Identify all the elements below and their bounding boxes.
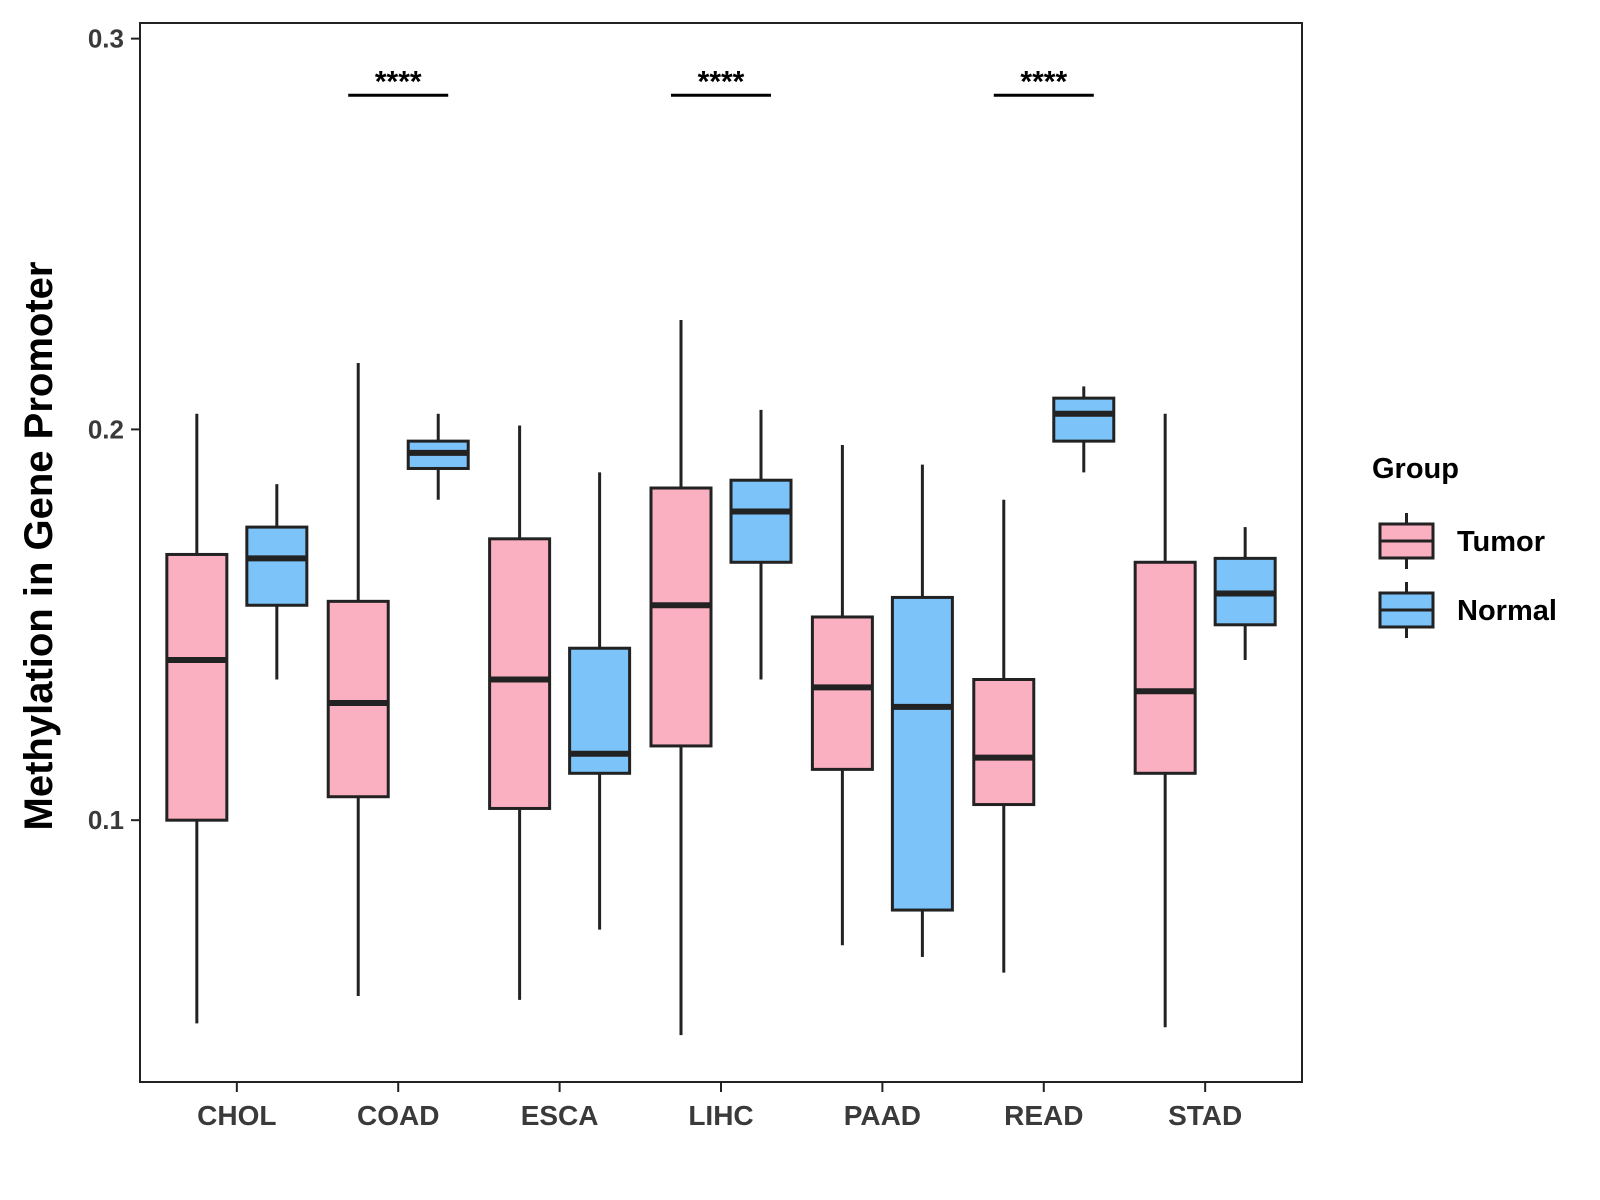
box-normal-chol xyxy=(245,484,309,680)
box-normal-stad xyxy=(1213,527,1277,660)
box-tumor-stad xyxy=(1133,413,1197,1028)
legend-label-tumor: Tumor xyxy=(1457,526,1545,558)
box-normal-paad xyxy=(890,464,954,957)
box-tumor-coad xyxy=(326,362,390,997)
iqr-box-tumor-read xyxy=(972,678,1036,807)
iqr-box-normal-chol xyxy=(245,525,309,607)
x-tick-label-stad: STAD xyxy=(1168,1100,1242,1131)
y-tick-label-0.2: 0.2 xyxy=(88,414,124,444)
legend: Group Tumor Normal xyxy=(1372,453,1557,638)
plot-area: 0.1 0.2 0.3 CHOL COAD ESCA LIHC PAAD READ STAD ***… xyxy=(88,22,1303,1131)
iqr-box-tumor-lihc xyxy=(649,486,713,748)
x-tick-label-lihc: LIHC xyxy=(688,1100,753,1131)
iqr-box-normal-paad xyxy=(890,595,954,912)
iqr-box-tumor-chol xyxy=(165,552,229,822)
box-normal-coad xyxy=(406,413,470,500)
box-normal-esca xyxy=(568,472,632,930)
x-tick-label-esca: ESCA xyxy=(521,1100,599,1131)
box-tumor-chol xyxy=(165,413,229,1024)
panel-border xyxy=(139,22,1303,1083)
box-tumor-paad xyxy=(810,445,874,946)
x-tick-label-coad: COAD xyxy=(357,1100,439,1131)
iqr-box-tumor-coad xyxy=(326,599,390,799)
significance-label-read: **** xyxy=(1020,65,1067,98)
box-tumor-read xyxy=(972,499,1036,973)
x-tick-label-read: READ xyxy=(1004,1100,1083,1131)
legend-title: Group xyxy=(1372,453,1459,485)
box-normal-read xyxy=(1052,386,1116,473)
legend-label-normal: Normal xyxy=(1457,595,1557,627)
x-tick-label-paad: PAAD xyxy=(844,1100,921,1131)
iqr-box-tumor-esca xyxy=(488,537,552,810)
y-axis-label: Methylation in Gene Promoter xyxy=(17,262,61,831)
iqr-box-normal-lihc xyxy=(729,478,793,564)
significance-label-coad: **** xyxy=(375,65,422,98)
legend-key-normal xyxy=(1378,582,1435,638)
significance-label-lihc: **** xyxy=(698,65,745,98)
iqr-box-tumor-stad xyxy=(1133,560,1197,775)
legend-key-tumor xyxy=(1378,513,1435,569)
x-tick-label-chol: CHOL xyxy=(197,1100,276,1131)
box-tumor-lihc xyxy=(649,319,713,1036)
iqr-box-tumor-paad xyxy=(810,615,874,771)
y-tick-label-0.3: 0.3 xyxy=(88,24,124,54)
box-tumor-esca xyxy=(488,425,552,1000)
y-tick-label-0.1: 0.1 xyxy=(88,805,124,835)
iqr-box-normal-read xyxy=(1052,396,1116,443)
box-normal-lihc xyxy=(729,409,793,680)
